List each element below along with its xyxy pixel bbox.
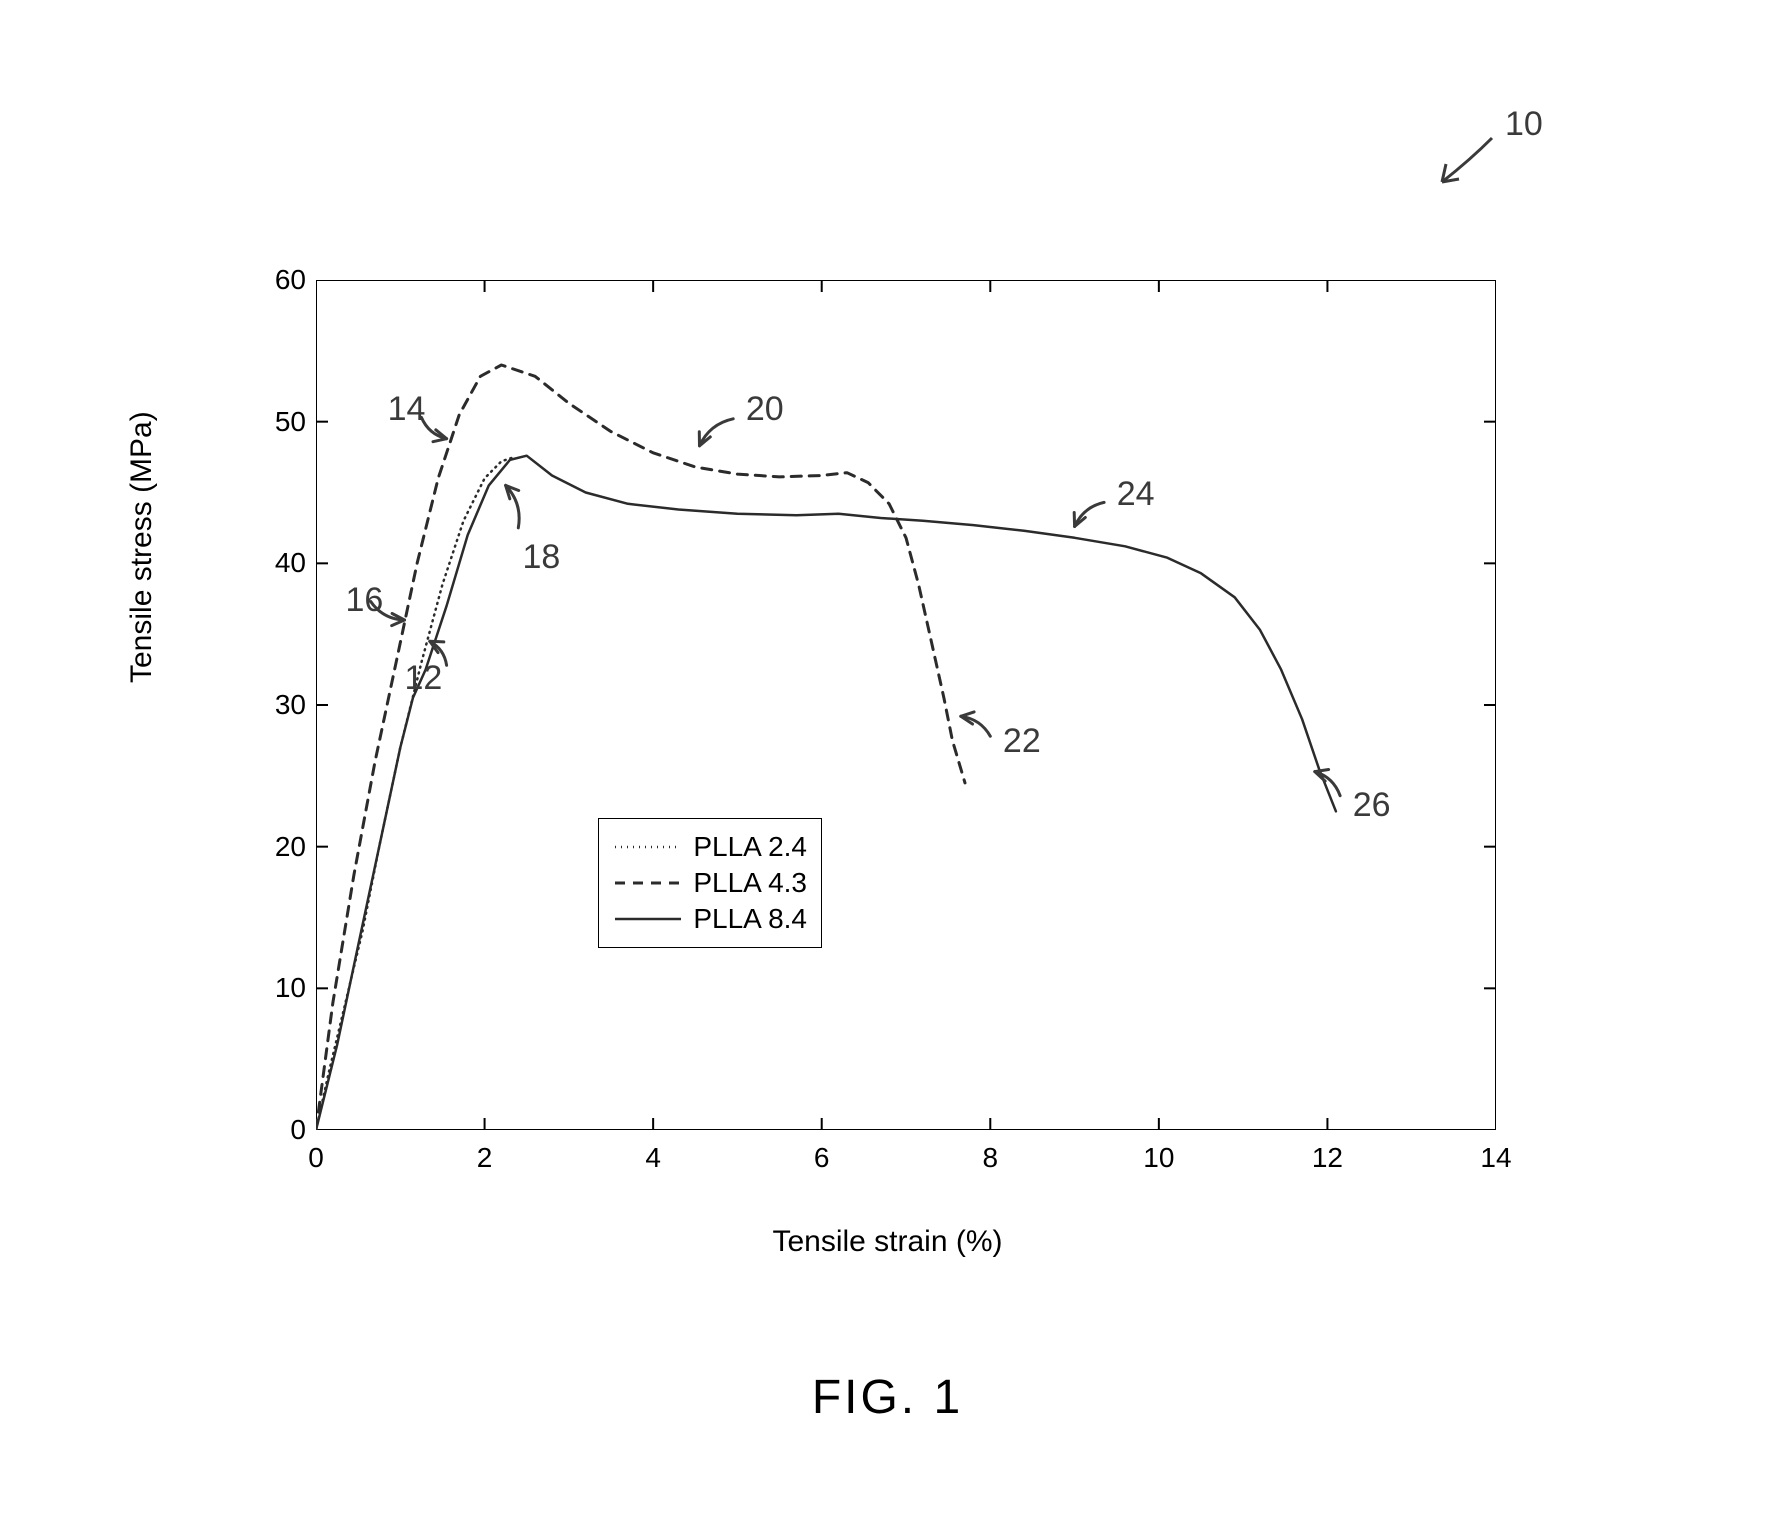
y-tick-label: 60 bbox=[256, 264, 306, 296]
x-tick-label: 6 bbox=[802, 1142, 842, 1174]
y-tick-label: 40 bbox=[256, 547, 306, 579]
legend-row: PLLA 8.4 bbox=[613, 901, 807, 937]
y-tick-label: 10 bbox=[256, 972, 306, 1004]
annotation-label: 24 bbox=[1117, 475, 1155, 514]
y-tick-label: 30 bbox=[256, 689, 306, 721]
annotation-label: 18 bbox=[523, 538, 561, 577]
x-axis-label: Tensile strain (%) bbox=[0, 1225, 1775, 1259]
legend-label: PLLA 4.3 bbox=[693, 867, 807, 899]
x-tick-label: 14 bbox=[1476, 1142, 1516, 1174]
legend-row: PLLA 2.4 bbox=[613, 829, 807, 865]
legend: PLLA 2.4 PLLA 4.3 PLLA 8.4 bbox=[598, 818, 822, 948]
legend-label: PLLA 8.4 bbox=[693, 903, 807, 935]
x-tick-label: 2 bbox=[465, 1142, 505, 1174]
legend-swatch bbox=[613, 873, 683, 893]
legend-swatch bbox=[613, 837, 683, 857]
x-tick-label: 12 bbox=[1307, 1142, 1347, 1174]
y-tick-label: 0 bbox=[256, 1114, 306, 1146]
legend-row: PLLA 4.3 bbox=[613, 865, 807, 901]
x-tick-label: 4 bbox=[633, 1142, 673, 1174]
annotation-label: 12 bbox=[405, 659, 443, 698]
stress-strain-chart bbox=[316, 280, 1496, 1130]
legend-swatch bbox=[613, 909, 683, 929]
y-tick-label: 50 bbox=[256, 406, 306, 438]
legend-label: PLLA 2.4 bbox=[693, 831, 807, 863]
x-tick-label: 10 bbox=[1139, 1142, 1179, 1174]
y-tick-label: 20 bbox=[256, 831, 306, 863]
figure-ref-arrow bbox=[1400, 110, 1520, 200]
y-axis-label: Tensile stress (MPa) bbox=[125, 411, 159, 683]
annotation-label: 16 bbox=[346, 581, 384, 620]
annotation-label: 26 bbox=[1353, 786, 1391, 825]
figure-container: 10 Tensile stress (MPa) Tensile strain (… bbox=[0, 0, 1775, 1538]
annotation-label: 22 bbox=[1003, 722, 1041, 761]
annotation-label: 14 bbox=[388, 390, 426, 429]
figure-caption: FIG. 1 bbox=[0, 1370, 1775, 1425]
annotation-label: 20 bbox=[746, 390, 784, 429]
plot-border bbox=[316, 280, 1496, 1130]
x-tick-label: 8 bbox=[970, 1142, 1010, 1174]
x-tick-label: 0 bbox=[296, 1142, 336, 1174]
